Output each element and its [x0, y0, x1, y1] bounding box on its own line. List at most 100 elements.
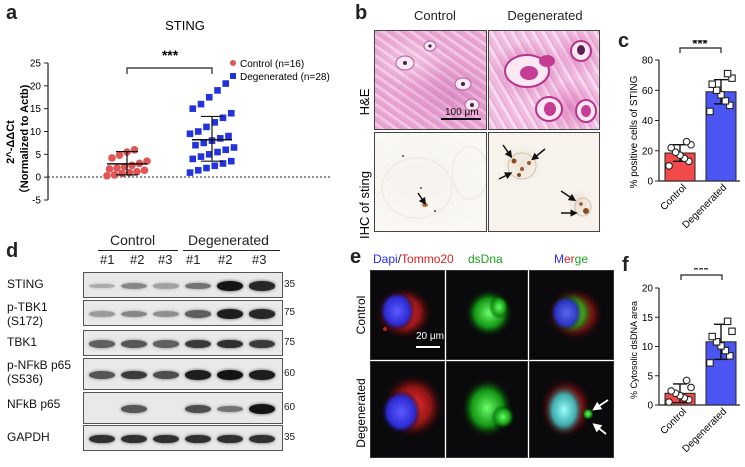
mw-marker: 35	[284, 279, 296, 290]
lane-label: #3	[252, 252, 267, 267]
he-control-image: 100 μm	[374, 30, 487, 130]
blot-band	[89, 340, 115, 348]
data-point	[682, 137, 691, 146]
blot-band	[217, 339, 243, 349]
blot-band	[249, 370, 275, 380]
y-tick-label: 80	[642, 56, 654, 67]
degenerated-point	[197, 153, 205, 160]
fluor-control-merge	[529, 270, 614, 360]
degenerated-point	[225, 132, 232, 140]
blot-band	[249, 339, 275, 349]
y-tick-label: 25	[30, 59, 42, 70]
blot-band	[153, 371, 179, 379]
blot-band	[217, 405, 243, 413]
blot-band	[89, 434, 115, 444]
data-point	[726, 101, 734, 110]
control-point	[108, 154, 116, 162]
group-label-degenerated: Degenerated	[188, 232, 269, 248]
panel-label-c: c	[618, 30, 630, 52]
control-point	[143, 157, 151, 165]
degenerated-point	[189, 155, 197, 163]
degenerated-point	[219, 160, 227, 167]
data-points	[665, 69, 736, 170]
degenerated-point	[203, 164, 210, 172]
blot-band	[249, 434, 275, 444]
blot-band	[217, 309, 243, 319]
y-tick-label: 40	[642, 116, 654, 127]
blot-band	[153, 311, 179, 317]
blot-band	[153, 434, 179, 444]
degenerated-point	[214, 148, 221, 156]
blot-band	[249, 281, 275, 291]
degenerated-point	[222, 80, 230, 87]
degenerated-point	[205, 151, 213, 158]
header-part: Tommo20	[401, 252, 454, 266]
blot-band	[121, 282, 147, 290]
data-point	[682, 376, 691, 385]
control-point	[110, 171, 119, 179]
y-tick-label: 20	[30, 81, 42, 92]
data-point	[708, 80, 716, 88]
blot-band	[121, 370, 147, 380]
blot-band	[249, 309, 275, 319]
group-line-control	[98, 250, 178, 251]
y-axis-label: % positive cells of STING	[629, 75, 640, 188]
blot-band	[89, 283, 115, 289]
bars	[664, 78, 737, 182]
degenerated-point	[189, 105, 197, 112]
legend-marker-degenerated	[230, 73, 236, 79]
degenerated-point	[186, 130, 194, 138]
y-tick-label: 10	[642, 342, 654, 353]
control-point	[113, 164, 121, 172]
blot-label: p-TBK1 (S172)	[7, 300, 48, 328]
panel-label-f: f	[622, 254, 629, 276]
panel-label-d: d	[6, 240, 19, 262]
blot-band	[153, 340, 179, 348]
blot-strip	[83, 392, 283, 424]
data-point	[717, 91, 725, 99]
data-point	[665, 398, 673, 406]
data-point	[712, 86, 721, 94]
degenerated-point	[227, 109, 235, 117]
panel-label-a: a	[6, 2, 18, 24]
mw-marker: 60	[284, 368, 296, 379]
control-point	[103, 171, 111, 180]
mw-marker: 75	[284, 307, 296, 318]
significance-label: ***	[692, 40, 708, 51]
blot-band	[185, 370, 211, 380]
blot-band	[185, 339, 211, 349]
blot-band	[185, 405, 211, 413]
group-label-control: Control	[110, 232, 156, 248]
bar-chart-cytosolic-dsdna: % Cytosolic dsDNA area 0 5 10 15 20 *** Cont…	[629, 268, 740, 455]
blot-label: GAPDH	[7, 430, 50, 444]
legend-marker-control	[230, 60, 236, 66]
blot-band	[217, 434, 243, 444]
y-tick-label: 20	[642, 284, 654, 295]
blot-band	[153, 283, 179, 289]
data-point	[726, 352, 734, 360]
blot-band	[185, 310, 211, 318]
lane-label: #1	[186, 252, 201, 267]
fluor-degenerated-dapi-tommo20	[370, 361, 445, 458]
fluor-control-dsdna	[446, 270, 528, 360]
row-label-control: Control	[354, 296, 368, 335]
scale-bar-label: 100 μm	[445, 107, 479, 118]
blot-band	[89, 311, 115, 317]
blot-strip	[83, 330, 283, 356]
blot-strip	[83, 272, 283, 298]
significance-bracket	[679, 47, 722, 53]
blot-band	[217, 281, 243, 291]
y-ticks: -5 0 5 10 15 20 25	[30, 59, 48, 207]
blot-band	[121, 340, 147, 348]
data-point	[721, 346, 730, 355]
header-dsdna: dsDna	[468, 252, 503, 266]
row-label-he: H&E	[357, 88, 372, 115]
western-blot-panel: Control Degenerated #1 #2 #3 #1 #2 #3 STING 35…	[0, 230, 350, 467]
blot-band	[121, 405, 147, 413]
data-point	[723, 317, 732, 326]
degenerated-point	[186, 169, 194, 176]
fluor-control-dapi-tommo20	[370, 270, 445, 360]
degenerated-point	[227, 157, 235, 165]
data-point	[728, 327, 736, 336]
